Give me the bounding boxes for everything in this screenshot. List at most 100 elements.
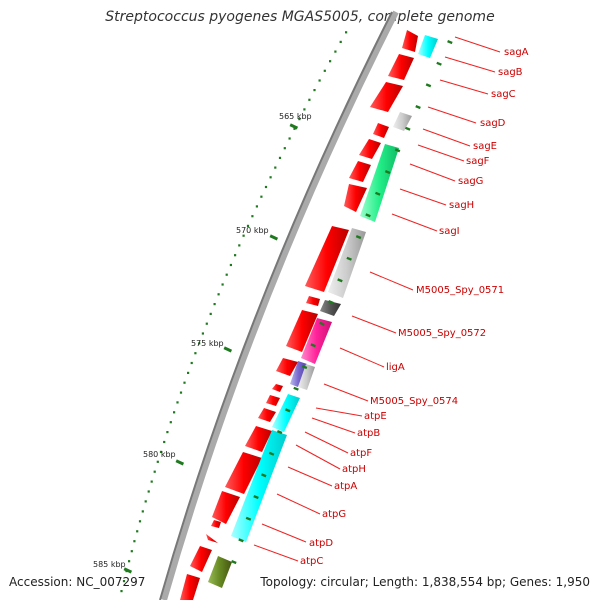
track-dot (128, 560, 131, 563)
gene-arrow (206, 534, 218, 543)
track-dot (198, 342, 201, 345)
track-dot (246, 224, 250, 227)
track-dot (144, 500, 147, 503)
track-dot (238, 244, 241, 247)
gene-label-sagf[interactable]: sagF (466, 156, 490, 167)
track-dot (130, 550, 133, 553)
inner-tick (293, 386, 299, 391)
inner-tick (238, 538, 244, 543)
inner-tick (276, 430, 283, 435)
inner-tick (346, 256, 352, 261)
callout-line (391, 213, 438, 232)
inner-tick (301, 365, 308, 370)
gene-label-sagg[interactable]: sagG (458, 176, 483, 187)
track-dot (136, 530, 139, 533)
gene-label-atpa[interactable]: atpA (334, 481, 357, 492)
gene-label-atpd[interactable]: atpD (309, 538, 333, 549)
track-dot (221, 283, 224, 286)
gene-label-atpf[interactable]: atpF (350, 448, 372, 459)
gene-label-atph[interactable]: atpH (342, 464, 366, 475)
gene-arrow (373, 123, 389, 138)
gene-label-atpg[interactable]: atpG (322, 509, 346, 520)
gene-label-atpc[interactable]: atpC (300, 556, 323, 567)
track-dot (323, 69, 326, 72)
callout-line (276, 493, 321, 515)
gene-arrow (212, 491, 240, 524)
gene-arrow (225, 452, 262, 494)
callout-line (439, 79, 489, 95)
track-dot (120, 590, 123, 593)
gene-feature-cyan (418, 35, 438, 58)
gene-arrow (266, 395, 280, 406)
gene-feature-green (360, 144, 399, 222)
track-dot (264, 185, 268, 189)
track-dot (213, 303, 216, 306)
track-dot (334, 50, 337, 53)
track-dot (179, 391, 183, 394)
topology-text: Topology: circular; Length: 1,838,554 bp… (259, 575, 590, 589)
inner-tick (261, 473, 267, 478)
track-dot (229, 263, 232, 267)
inner-tick (245, 516, 252, 521)
inner-tick (394, 148, 401, 153)
track-dot (293, 127, 296, 130)
callout-line (323, 383, 369, 402)
gene-label-sagi[interactable]: sagI (439, 226, 460, 237)
track-dot (283, 147, 286, 150)
track-dot (313, 89, 316, 92)
track-dot (303, 108, 306, 111)
track-dot (251, 215, 254, 218)
ruler: 565 kbp 570 kbp 575 kbp 580 kbp 585 kbp (93, 112, 312, 574)
track-dot (147, 490, 150, 493)
track-dot (201, 332, 204, 335)
callout-line (454, 36, 501, 53)
inner-tick (319, 321, 325, 326)
gene-label-liga[interactable]: ligA (386, 362, 405, 373)
inner-tick (447, 40, 453, 45)
callout-line (261, 523, 307, 543)
gene-label-atpe[interactable]: atpE (364, 411, 387, 422)
callout-lines (253, 36, 501, 562)
gene-arrow (245, 426, 272, 452)
gene-label-sagd[interactable]: sagD (480, 118, 506, 129)
gene-label-atpb[interactable]: atpB (357, 428, 380, 439)
track-dot (318, 79, 321, 82)
track-dot (345, 31, 348, 34)
track-dot (298, 118, 301, 121)
gene-label-sagc[interactable]: sagC (491, 89, 516, 100)
inner-tick (285, 408, 291, 413)
callout-line (417, 144, 465, 162)
inner-tick (253, 495, 259, 500)
inner-tick (337, 278, 343, 283)
callout-line (339, 347, 385, 368)
callout-line (295, 444, 341, 470)
gene-feature-olive (208, 556, 232, 588)
gene-label-sage[interactable]: sagE (473, 141, 497, 152)
gene-arrow (180, 574, 200, 600)
track-dot (163, 440, 166, 444)
gene-feature-cyan (231, 430, 287, 542)
gene-label-m5005-spy-0571[interactable]: M5005_Spy_0571 (416, 285, 504, 296)
gene-feature-grey (393, 112, 412, 131)
gene-label-m5005-spy-0572[interactable]: M5005_Spy_0572 (398, 328, 486, 339)
ruler-tick (289, 123, 299, 130)
gene-label-m5005-spy-0574[interactable]: M5005_Spy_0574 (370, 396, 458, 407)
inner-tick (436, 61, 442, 66)
track-dot (173, 411, 176, 414)
callout-line (304, 431, 349, 454)
ruler-label: 570 kbp (236, 226, 269, 235)
ruler-tick (123, 567, 133, 574)
ruler-tick (223, 346, 233, 353)
inner-tick (355, 234, 362, 240)
track-dot (209, 312, 212, 315)
gene-label-sagh[interactable]: sagH (449, 200, 474, 211)
gene-arrow (402, 30, 418, 52)
gene-label-saga[interactable]: sagA (504, 47, 529, 58)
track-dot (138, 520, 142, 523)
inner-tick (268, 451, 275, 456)
inner-tick (375, 191, 381, 196)
inner-tick (405, 126, 411, 131)
gene-label-sagb[interactable]: sagB (498, 67, 523, 78)
